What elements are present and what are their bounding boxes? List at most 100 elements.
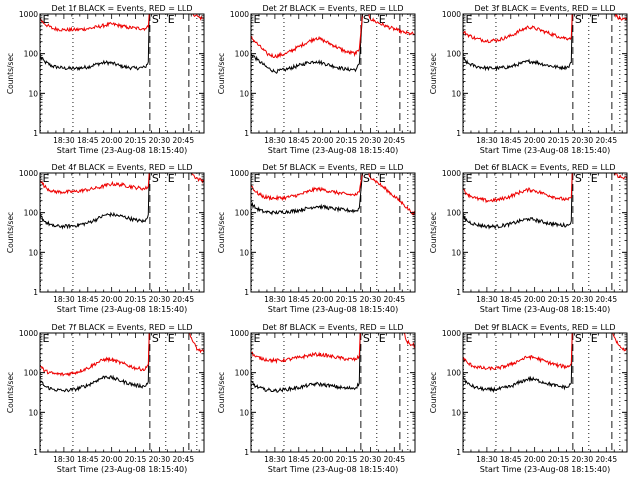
y-tick-label: 100 <box>24 50 39 59</box>
marker-label: S <box>152 13 159 26</box>
x-tick-label: 20:15 <box>336 295 358 304</box>
panel-series <box>463 333 627 394</box>
lld-series-line <box>403 333 415 349</box>
x-tick-label: 20:00 <box>312 295 334 304</box>
events-series-line <box>463 333 573 394</box>
panel-title: Det 2f BLACK = Events, RED = LLD <box>262 4 403 13</box>
x-tick-label: 20:00 <box>312 136 334 145</box>
marker-label: S <box>363 332 370 345</box>
x-tick-label: 20:00 <box>524 136 546 145</box>
marker-label: S <box>575 13 582 26</box>
x-tick-label: 20:45 <box>595 455 617 464</box>
panel-frame <box>39 172 205 293</box>
x-axis-label: Start Time (23-Aug-08 18:15:40) <box>480 146 611 155</box>
x-tick-label: 20:00 <box>524 455 546 464</box>
x-tick-label: 20:45 <box>172 136 194 145</box>
x-tick-label: 20:15 <box>125 295 147 304</box>
marker-label: E <box>591 13 598 26</box>
panel-title: Det 3f BLACK = Events, RED = LLD <box>474 4 615 13</box>
x-tick-label: 18:30 <box>476 455 498 464</box>
y-tick-label: 100 <box>447 369 462 378</box>
x-tick-label: 20:15 <box>548 136 570 145</box>
y-axis-label: Counts/sec <box>429 53 438 94</box>
marker-label: E <box>253 172 260 185</box>
x-axis-label: Start Time (23-Aug-08 18:15:40) <box>268 305 399 314</box>
y-tick-label: 10 <box>239 89 249 98</box>
x-tick-label: 20:00 <box>312 455 334 464</box>
marker-label: S <box>575 172 582 185</box>
y-tick-label: 100 <box>447 50 462 59</box>
panel-title: Det 6f BLACK = Events, RED = LLD <box>474 163 615 172</box>
lld-series-line <box>463 333 573 371</box>
lld-series-line <box>40 333 150 377</box>
y-tick-label: 100 <box>235 50 250 59</box>
lld-series-line <box>368 173 415 216</box>
y-tick-label: 1000 <box>442 329 461 338</box>
lld-series-line <box>463 173 573 204</box>
lld-series-line <box>40 14 150 33</box>
events-series-line <box>40 333 150 393</box>
x-axis-label: Start Time (23-Aug-08 18:15:40) <box>480 465 611 474</box>
x-tick-label: 20:30 <box>149 295 171 304</box>
x-tick-label: 18:30 <box>53 455 75 464</box>
y-tick-label: 1 <box>33 448 38 457</box>
x-tick-label: 18:30 <box>264 136 286 145</box>
y-tick-label: 1000 <box>442 169 461 178</box>
panel-title: Det 5f BLACK = Events, RED = LLD <box>262 163 403 172</box>
y-tick-label: 10 <box>239 248 249 257</box>
y-tick-label: 1000 <box>230 169 249 178</box>
marker-label: E <box>465 13 472 26</box>
x-axis-label: Start Time (23-Aug-08 18:15:40) <box>268 146 399 155</box>
x-axis-label: Start Time (23-Aug-08 18:15:40) <box>57 305 188 314</box>
marker-label: E <box>379 172 386 185</box>
y-axis-label: Counts/sec <box>429 372 438 413</box>
panel-frame <box>39 13 205 134</box>
x-tick-label: 20:45 <box>595 295 617 304</box>
panel-title: Det 9f BLACK = Events, RED = LLD <box>474 323 615 332</box>
marker-label: E <box>465 172 472 185</box>
lld-series-line <box>40 173 150 195</box>
x-tick-label: 20:00 <box>101 455 123 464</box>
y-tick-label: 1 <box>244 129 249 138</box>
lld-series-line <box>368 14 415 36</box>
panel-title: Det 8f BLACK = Events, RED = LLD <box>262 323 403 332</box>
marker-label: E <box>42 332 49 345</box>
y-tick-label: 10 <box>28 248 38 257</box>
panel-frame <box>462 332 628 453</box>
y-tick-label: 1 <box>244 288 249 297</box>
marker-label: E <box>591 172 598 185</box>
y-tick-label: 10 <box>28 89 38 98</box>
panel-frame <box>250 332 416 453</box>
marker-label: E <box>253 332 260 345</box>
marker-label: E <box>168 332 175 345</box>
panel-series <box>40 173 204 230</box>
x-tick-label: 18:30 <box>53 136 75 145</box>
panel-frame <box>39 332 205 453</box>
x-tick-label: 20:30 <box>149 455 171 464</box>
y-axis-label: Counts/sec <box>6 372 15 413</box>
x-tick-label: 20:15 <box>548 455 570 464</box>
y-tick-label: 1000 <box>19 10 38 19</box>
lld-series-line <box>251 14 363 59</box>
y-tick-label: 1 <box>33 129 38 138</box>
lld-series-line <box>251 333 361 365</box>
x-tick-label: 20:15 <box>548 295 570 304</box>
y-axis-label: Counts/sec <box>6 53 15 94</box>
x-tick-label: 18:45 <box>288 136 310 145</box>
events-series-line <box>251 333 361 393</box>
y-tick-label: 1000 <box>230 329 249 338</box>
y-tick-label: 1000 <box>19 169 38 178</box>
x-tick-label: 18:45 <box>500 455 522 464</box>
y-tick-label: 100 <box>235 369 250 378</box>
x-tick-label: 18:30 <box>476 136 498 145</box>
panel-frame <box>250 13 416 134</box>
lld-series-line <box>251 173 363 202</box>
panel-series <box>463 14 627 72</box>
lld-series-line <box>612 333 627 352</box>
panel-series <box>251 14 415 74</box>
events-series-line <box>40 173 150 230</box>
